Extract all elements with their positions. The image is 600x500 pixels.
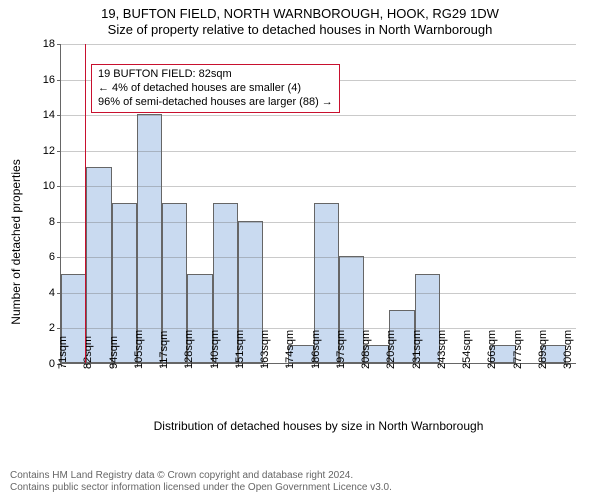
histogram-bar — [86, 167, 111, 363]
reference-line — [85, 44, 86, 363]
gridline — [61, 186, 576, 187]
footer-line2: Contains public sector information licen… — [10, 482, 392, 494]
gridline — [61, 151, 576, 152]
xtick-label: 151sqm — [234, 330, 246, 369]
gridline — [61, 115, 576, 116]
xtick-label: 82sqm — [82, 336, 94, 369]
gridline — [61, 257, 576, 258]
footer-line1: Contains HM Land Registry data © Crown c… — [10, 470, 392, 482]
footer-attribution: Contains HM Land Registry data © Crown c… — [10, 470, 392, 494]
figure-container: 19, BUFTON FIELD, NORTH WARNBOROUGH, HOO… — [0, 0, 600, 500]
xtick-label: 289sqm — [537, 330, 549, 369]
ytick-label: 14 — [43, 109, 61, 121]
gridline — [61, 293, 576, 294]
annotation-line: ← 4% of detached houses are smaller (4) — [98, 82, 333, 96]
title-block: 19, BUFTON FIELD, NORTH WARNBOROUGH, HOO… — [0, 0, 600, 39]
xtick-label: 140sqm — [209, 330, 221, 369]
xtick-label: 174sqm — [284, 330, 296, 369]
xtick-label: 254sqm — [461, 330, 473, 369]
xtick-label: 105sqm — [133, 330, 145, 369]
annotation-line: 96% of semi-detached houses are larger (… — [98, 96, 333, 110]
gridline — [61, 222, 576, 223]
y-axis-label: Number of detached properties — [9, 159, 23, 324]
gridline — [61, 44, 576, 45]
ytick-label: 10 — [43, 180, 61, 192]
ytick-label: 16 — [43, 74, 61, 86]
xtick-label: 231sqm — [411, 330, 423, 369]
xtick-label: 220sqm — [385, 330, 397, 369]
annotation-box: 19 BUFTON FIELD: 82sqm← 4% of detached h… — [91, 64, 340, 113]
xtick-label: 197sqm — [335, 330, 347, 369]
x-axis-label: Distribution of detached houses by size … — [61, 419, 576, 433]
annotation-line: 19 BUFTON FIELD: 82sqm — [98, 68, 333, 82]
xtick-label: 94sqm — [108, 336, 120, 369]
title-subtitle: Size of property relative to detached ho… — [0, 22, 600, 38]
chart-area: Number of detached properties Distributi… — [22, 44, 580, 440]
xtick-label: 277sqm — [512, 330, 524, 369]
xtick-label: 117sqm — [158, 331, 170, 369]
xtick-label: 243sqm — [436, 330, 448, 369]
ytick-label: 18 — [43, 38, 61, 50]
xtick-label: 208sqm — [360, 330, 372, 369]
xtick-label: 163sqm — [259, 330, 271, 369]
ytick-label: 4 — [49, 287, 61, 299]
xtick-label: 128sqm — [183, 330, 195, 369]
ytick-label: 12 — [43, 145, 61, 157]
xtick-label: 71sqm — [57, 336, 69, 369]
ytick-label: 2 — [49, 322, 61, 334]
xtick-label: 266sqm — [486, 330, 498, 369]
xtick-label: 300sqm — [562, 330, 574, 369]
title-address: 19, BUFTON FIELD, NORTH WARNBOROUGH, HOO… — [0, 6, 600, 22]
ytick-label: 8 — [49, 216, 61, 228]
xtick-label: 186sqm — [310, 330, 322, 369]
plot-region: Distribution of detached houses by size … — [60, 44, 576, 364]
ytick-label: 6 — [49, 251, 61, 263]
